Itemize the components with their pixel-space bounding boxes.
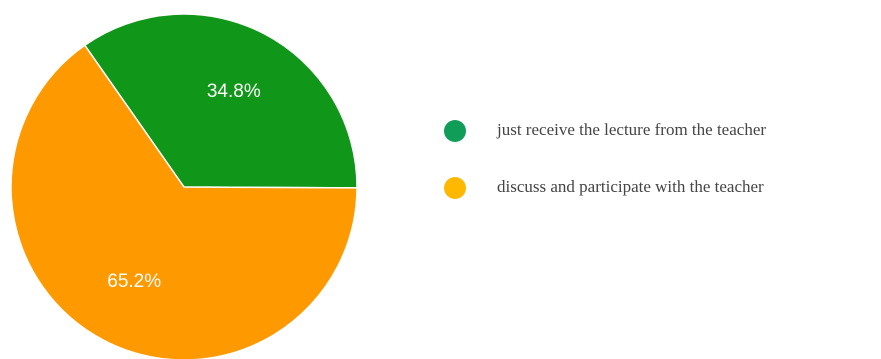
slice-label-1: 34.8% bbox=[207, 81, 261, 102]
legend-marker-2 bbox=[444, 177, 466, 199]
legend-marker-1 bbox=[444, 120, 466, 142]
legend-label-1: just receive the lecture from the teache… bbox=[496, 120, 766, 139]
pie-slices bbox=[10, 13, 358, 359]
pie-slice-2 bbox=[10, 44, 358, 359]
pie-slice-labels: 34.8% 65.2% bbox=[107, 81, 261, 292]
legend: just receive the lecture from the teache… bbox=[444, 120, 766, 199]
legend-label-2: discuss and participate with the teacher bbox=[497, 177, 764, 196]
pie-slice-1 bbox=[83, 13, 358, 189]
slice-label-2: 65.2% bbox=[107, 271, 161, 292]
